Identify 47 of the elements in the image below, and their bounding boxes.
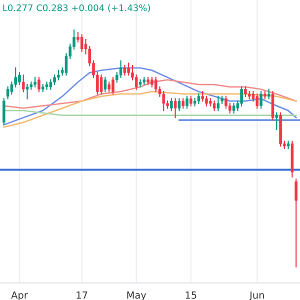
candlestick	[34, 76, 36, 88]
candlestick	[112, 76, 114, 95]
candlestick	[53, 74, 56, 86]
candlestick	[80, 34, 84, 52]
candlestick	[119, 60, 122, 78]
candlestick	[244, 86, 247, 97]
candlestick	[127, 62, 130, 76]
candlestick	[260, 91, 262, 109]
candlestick	[224, 96, 228, 109]
candlestick	[212, 100, 216, 112]
candlestick	[216, 96, 220, 112]
candlestick	[256, 93, 259, 109]
candlestick	[190, 96, 192, 106]
x-tick-label: 15	[186, 292, 196, 299]
candlestick	[100, 74, 103, 95]
x-tick-label: 17	[76, 292, 88, 299]
candlestick	[150, 76, 154, 88]
candlestick	[271, 91, 274, 121]
candlestick	[201, 91, 204, 102]
candlestick	[18, 72, 21, 86]
candlestick	[174, 98, 177, 118]
candlestick	[134, 74, 138, 90]
candlestick	[38, 76, 40, 92]
text: L0.277 C0.283 +0.004 (+1.43%)	[3, 4, 150, 12]
candlestick	[275, 112, 278, 130]
candlestick	[26, 84, 29, 100]
candlestick	[123, 65, 126, 76]
candlestick	[182, 98, 184, 109]
candlestick	[197, 93, 200, 104]
candlestick	[170, 98, 173, 112]
candlestick	[178, 98, 181, 112]
candlestick	[294, 178, 298, 268]
candlestick	[22, 74, 25, 92]
candlestick	[186, 96, 188, 109]
candlestick	[104, 76, 107, 92]
candlestick	[49, 79, 52, 90]
candlestick	[232, 102, 236, 114]
candlestick	[2, 98, 6, 126]
candlestick	[57, 70, 60, 80]
candlestick	[205, 96, 208, 106]
candlestick	[267, 88, 270, 100]
candlestick	[138, 79, 142, 88]
candlestick	[108, 82, 110, 92]
candlestick	[45, 82, 48, 90]
candlestick	[240, 86, 243, 106]
candlestick	[228, 102, 232, 114]
candlestick	[252, 91, 255, 102]
